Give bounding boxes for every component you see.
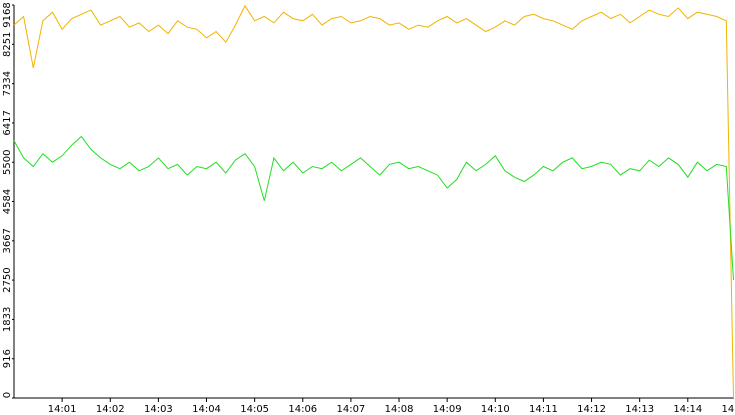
y-tick-label: 5500: [2, 150, 13, 175]
x-tick-label: 14:15: [722, 404, 735, 415]
x-tick-label: 14:10: [481, 404, 510, 415]
x-tick-label: 14:14: [673, 404, 702, 415]
x-tick-label: 14:07: [336, 404, 365, 415]
y-tick-label: 4584: [2, 189, 13, 214]
series-line: [13, 135, 734, 281]
x-tick-label: 14:11: [529, 404, 558, 415]
x-tick-label: 14:02: [96, 404, 125, 415]
x-tick-label: 14:05: [240, 404, 269, 415]
x-tick-label: 14:04: [192, 404, 221, 415]
y-tick-label: 9168: [2, 2, 13, 27]
x-tick-label: 14:12: [577, 404, 606, 415]
y-tick-label: 1833: [2, 307, 13, 332]
y-tick-label: 0: [2, 392, 13, 398]
y-tick-label: 8251: [2, 32, 13, 57]
x-tick-label: 14:09: [433, 404, 462, 415]
x-tick-label: 14:06: [288, 404, 317, 415]
x-tick-label: 14:01: [48, 404, 77, 415]
y-tick-label: 3667: [2, 228, 13, 253]
y-tick-label: 2750: [2, 267, 13, 292]
x-tick-label: 14:03: [144, 404, 173, 415]
y-tick-label: 916: [2, 349, 13, 368]
x-tick-label: 14:08: [385, 404, 414, 415]
y-tick-label: 6417: [2, 110, 13, 135]
x-tick-label: 14:13: [625, 404, 654, 415]
y-tick-label: 7334: [2, 71, 13, 96]
series-line: [13, 4, 734, 399]
